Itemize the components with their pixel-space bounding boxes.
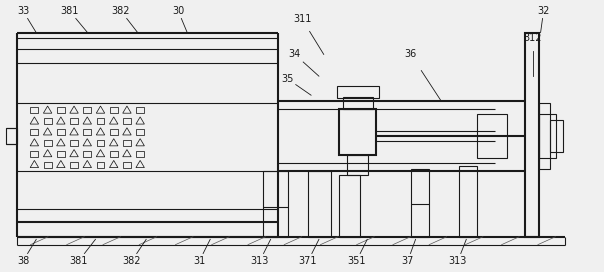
Text: 313: 313: [449, 256, 467, 266]
Bar: [57, 107, 65, 113]
Bar: [339, 109, 376, 155]
Text: 381: 381: [69, 256, 88, 266]
Bar: [477, 114, 507, 158]
Bar: [97, 118, 104, 124]
Bar: [550, 120, 563, 152]
Text: 381: 381: [60, 6, 79, 16]
Text: 351: 351: [347, 256, 365, 266]
Bar: [337, 86, 379, 98]
Bar: [30, 129, 39, 135]
Text: 36: 36: [405, 50, 417, 59]
Text: 38: 38: [17, 256, 29, 266]
Text: 382: 382: [112, 6, 130, 16]
Bar: [43, 140, 51, 146]
Bar: [43, 118, 51, 124]
Bar: [97, 140, 104, 146]
Bar: [110, 129, 118, 135]
Bar: [123, 140, 131, 146]
Bar: [459, 166, 477, 237]
Text: 312: 312: [524, 33, 542, 43]
Bar: [57, 129, 65, 135]
Bar: [110, 107, 118, 113]
Bar: [308, 171, 331, 237]
Bar: [263, 171, 288, 237]
Bar: [339, 175, 360, 237]
Bar: [136, 107, 144, 113]
Bar: [411, 169, 429, 237]
Bar: [525, 33, 539, 237]
Bar: [30, 151, 39, 157]
Bar: [70, 140, 78, 146]
Text: 31: 31: [193, 256, 205, 266]
Text: 37: 37: [402, 256, 414, 266]
Text: 311: 311: [293, 14, 311, 24]
Bar: [30, 107, 39, 113]
Text: 382: 382: [123, 256, 141, 266]
Bar: [343, 97, 373, 109]
Bar: [110, 151, 118, 157]
Text: 371: 371: [299, 256, 317, 266]
Bar: [57, 151, 65, 157]
Text: 34: 34: [289, 50, 301, 59]
Bar: [347, 155, 368, 175]
Text: 32: 32: [538, 6, 550, 16]
Bar: [123, 162, 131, 168]
Bar: [136, 151, 144, 157]
Text: 313: 313: [251, 256, 269, 266]
Bar: [539, 103, 550, 169]
Bar: [6, 128, 17, 144]
Bar: [43, 162, 51, 168]
Bar: [70, 162, 78, 168]
Bar: [539, 114, 556, 158]
Bar: [83, 129, 91, 135]
Bar: [97, 162, 104, 168]
Bar: [83, 151, 91, 157]
Bar: [83, 107, 91, 113]
Bar: [123, 118, 131, 124]
Text: 35: 35: [281, 74, 294, 84]
Text: 30: 30: [172, 6, 184, 16]
Text: 33: 33: [17, 6, 29, 16]
Bar: [136, 129, 144, 135]
Bar: [70, 118, 78, 124]
